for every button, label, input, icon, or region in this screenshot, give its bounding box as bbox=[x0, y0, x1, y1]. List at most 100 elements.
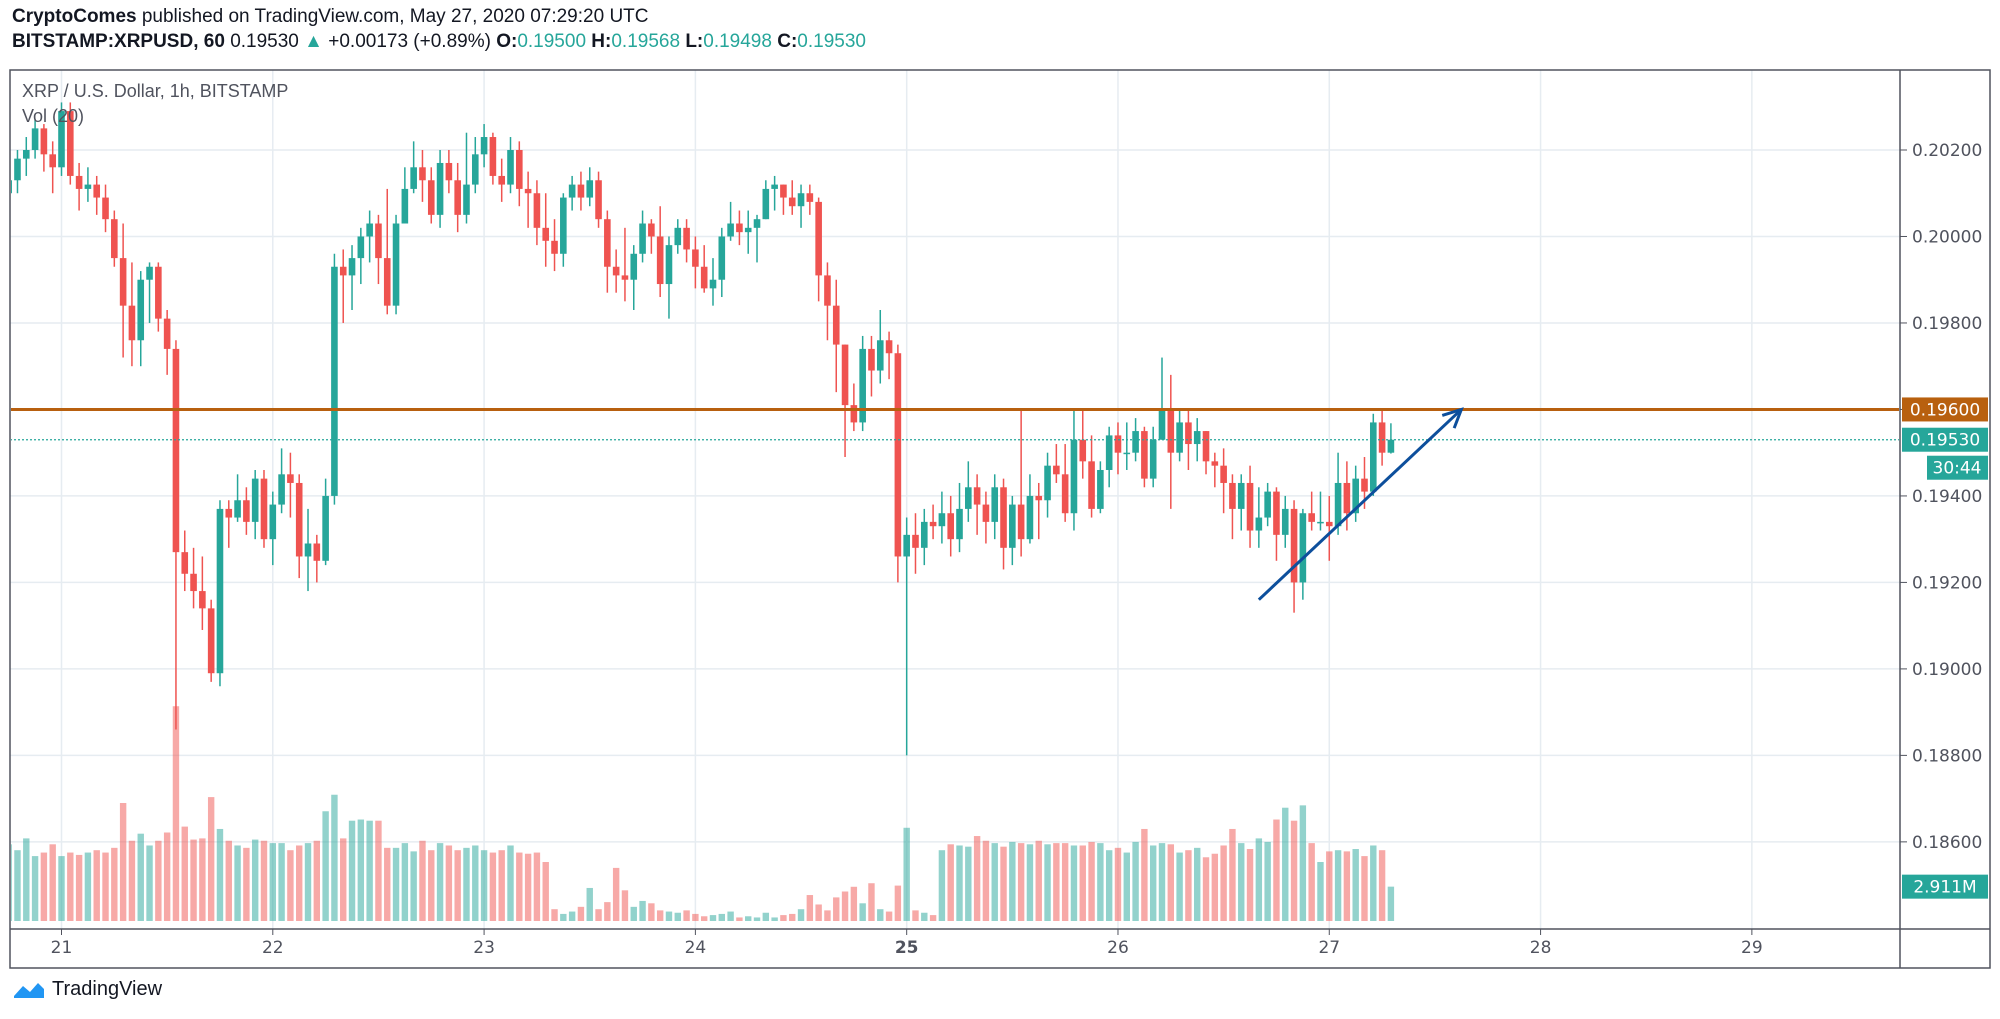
candle-body bbox=[498, 175, 505, 185]
candle-body bbox=[1026, 495, 1034, 540]
volume-bar bbox=[287, 850, 294, 921]
volume-bar bbox=[1167, 844, 1175, 921]
tradingview-logo[interactable]: TradingView bbox=[12, 978, 162, 1001]
candle-body bbox=[357, 236, 365, 259]
candle-body bbox=[1237, 482, 1245, 509]
low-value: 0.19498 bbox=[703, 31, 772, 52]
volume-bar bbox=[331, 794, 338, 921]
candle-body bbox=[1229, 482, 1236, 509]
volume-bar bbox=[692, 913, 699, 921]
volume-bar bbox=[745, 916, 752, 921]
candle-body bbox=[1255, 517, 1263, 531]
volume-bar bbox=[1352, 849, 1359, 921]
candle-body bbox=[427, 180, 435, 215]
candle-body bbox=[207, 608, 215, 674]
volume-bar bbox=[1009, 841, 1016, 921]
last-price: 0.19530 bbox=[230, 31, 299, 52]
volume-bar bbox=[938, 850, 946, 921]
chart-title: XRP / U.S. Dollar, 1h, BITSTAMP bbox=[22, 81, 288, 101]
x-tick-label: 27 bbox=[1318, 938, 1340, 958]
candle-body bbox=[75, 175, 83, 189]
candle-body bbox=[656, 236, 664, 285]
volume-bar bbox=[498, 850, 505, 921]
candle-body bbox=[568, 184, 576, 198]
candle-body bbox=[1053, 465, 1060, 475]
candle-body bbox=[190, 573, 197, 592]
candle-body bbox=[947, 513, 955, 540]
drawings bbox=[11, 407, 1899, 601]
volume-bar bbox=[612, 867, 620, 921]
candle-body bbox=[744, 227, 752, 233]
volume-bar bbox=[419, 840, 426, 921]
resistance-tag-label: 0.19600 bbox=[1910, 400, 1980, 420]
author-name[interactable]: CryptoComes bbox=[12, 6, 137, 27]
volume-bar bbox=[1211, 853, 1219, 921]
candle-body bbox=[771, 184, 778, 189]
candle-body bbox=[982, 504, 990, 522]
y-tick-label: 0.20200 bbox=[1912, 141, 1982, 161]
volume-bar bbox=[392, 847, 400, 921]
candle-body bbox=[234, 500, 241, 518]
volume-bar bbox=[630, 906, 637, 921]
candle-body bbox=[102, 197, 109, 220]
price-axis[interactable]: 0.20200 0.20000 0.19800 0.19400 0.19200 0.190… bbox=[1900, 141, 1982, 853]
candle-body bbox=[709, 279, 717, 289]
candle-body bbox=[577, 184, 585, 198]
candle-body bbox=[1273, 491, 1280, 535]
candle-body bbox=[14, 158, 21, 181]
candle-body bbox=[903, 534, 910, 557]
candle-body bbox=[885, 340, 893, 354]
volume-bar bbox=[23, 838, 30, 921]
x-tick-label: 28 bbox=[1530, 938, 1552, 958]
candle-body bbox=[436, 162, 444, 215]
volume-bar bbox=[31, 856, 39, 921]
volume-bar bbox=[163, 832, 171, 921]
candle-body bbox=[489, 137, 497, 176]
y-tick-label: 0.19800 bbox=[1912, 314, 1982, 334]
countdown-label: 30:44 bbox=[1933, 459, 1982, 479]
volume-bar bbox=[586, 887, 593, 921]
candle-body bbox=[630, 253, 638, 280]
volume-bar bbox=[463, 847, 470, 921]
candle-body bbox=[736, 223, 743, 233]
candle-body bbox=[1149, 439, 1157, 479]
volume-bar bbox=[384, 847, 391, 921]
volume-bar bbox=[1044, 844, 1051, 921]
volume-bar bbox=[1026, 844, 1034, 921]
volume-bar bbox=[1370, 845, 1377, 921]
volume-bar bbox=[67, 852, 74, 921]
volume-bar bbox=[727, 911, 734, 921]
candle-body bbox=[639, 223, 646, 254]
candle-body bbox=[445, 162, 453, 181]
candle-body bbox=[683, 227, 690, 250]
candle-body bbox=[894, 353, 902, 557]
candle-body bbox=[1378, 422, 1386, 453]
candle-body bbox=[49, 154, 56, 168]
candle-body bbox=[674, 227, 682, 246]
volume-bar bbox=[75, 854, 83, 921]
candle-body bbox=[1035, 495, 1043, 501]
candle-body bbox=[401, 188, 409, 224]
candle-body bbox=[1141, 431, 1148, 479]
candle-body bbox=[876, 340, 884, 371]
volume-bar bbox=[1053, 843, 1060, 921]
trend-arrow-line[interactable] bbox=[1257, 408, 1463, 601]
volume-bar bbox=[119, 803, 127, 921]
candle-body bbox=[93, 184, 101, 198]
candle-body bbox=[718, 236, 726, 280]
x-tick-label: 24 bbox=[685, 938, 707, 958]
volume-bar bbox=[472, 845, 479, 921]
volume-bar bbox=[1264, 841, 1271, 921]
volume-bar bbox=[674, 912, 681, 921]
candle-body bbox=[788, 197, 796, 207]
candle-body bbox=[463, 184, 470, 215]
volume-bar bbox=[991, 843, 998, 921]
volume-bar bbox=[507, 845, 514, 921]
candle-body bbox=[199, 591, 206, 609]
volume-bar bbox=[1238, 843, 1245, 921]
candle-body bbox=[22, 149, 30, 159]
time-axis[interactable]: 21 22 23 24 25 26 27 28 29 bbox=[51, 929, 1763, 958]
candle-body bbox=[304, 543, 312, 557]
volume-bar bbox=[850, 886, 858, 921]
